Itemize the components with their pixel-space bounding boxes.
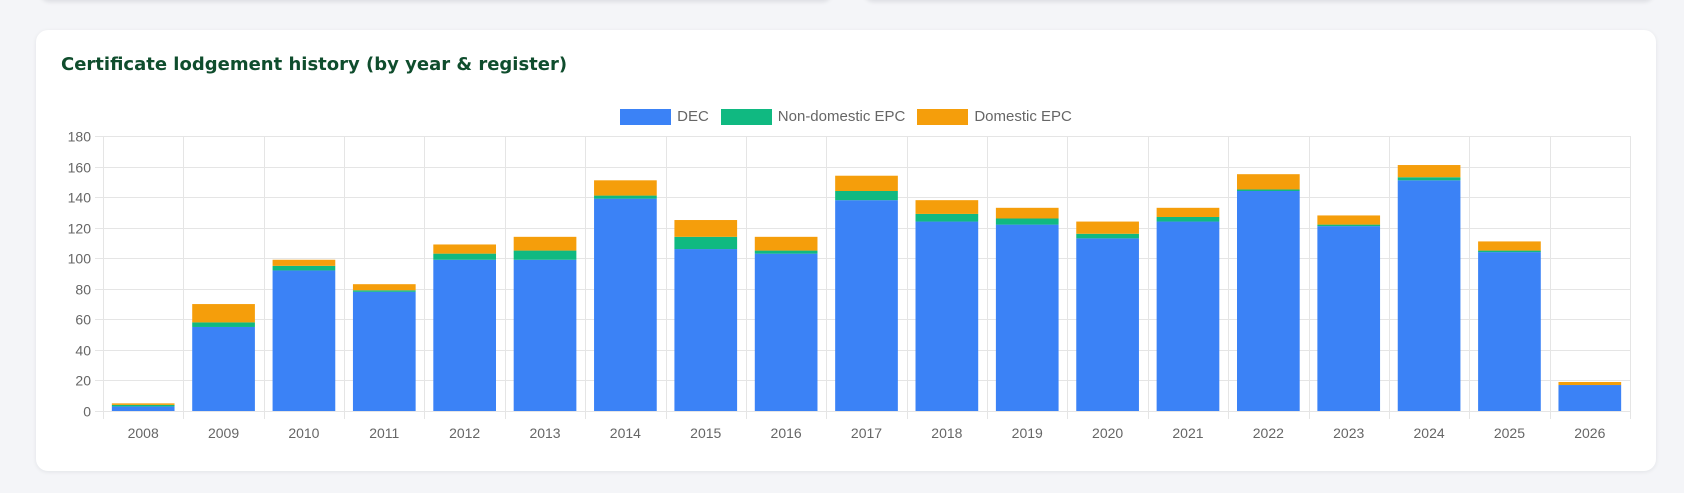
y-tick-label: 60	[75, 312, 91, 328]
legend-item[interactable]: Non-domestic EPC	[720, 108, 906, 125]
x-tick-label: 2025	[1494, 425, 1525, 441]
legend-label: DEC	[677, 108, 709, 125]
legend-label: Non-domestic EPC	[777, 108, 906, 125]
y-tick-label: 100	[68, 251, 92, 267]
bar-dec	[352, 291, 416, 411]
y-tick-label: 140	[68, 190, 92, 206]
x-tick-label: 2022	[1253, 425, 1284, 441]
bar-non-domestic-epc	[272, 265, 336, 271]
bar-dec	[835, 200, 898, 411]
bar-non-domestic-epc	[915, 213, 979, 222]
bar-dec	[1317, 226, 1381, 411]
x-tick-label: 2016	[771, 425, 802, 441]
bar-non-domestic-epc	[754, 250, 818, 254]
bar-non-domestic-epc	[1397, 177, 1461, 181]
x-tick-label: 2019	[1012, 425, 1043, 441]
x-tick-label: 2018	[931, 425, 962, 441]
legend-swatch	[917, 108, 969, 125]
card-title: Certificate lodgement history (by year &…	[61, 54, 568, 75]
bar-non-domestic-epc	[674, 236, 738, 250]
bar-domestic-epc	[192, 304, 255, 323]
x-tick-label: 2012	[449, 425, 480, 441]
legend-swatch	[620, 108, 672, 125]
x-tick-label: 2014	[610, 425, 641, 441]
bar-dec	[1397, 180, 1461, 411]
x-tick-label: 2017	[851, 425, 882, 441]
bar-non-domestic-epc	[594, 195, 657, 199]
x-tick-label: 2021	[1172, 425, 1203, 441]
bar-domestic-epc	[433, 244, 496, 254]
bar-dec	[272, 270, 336, 411]
bar-non-domestic-epc	[192, 322, 255, 327]
bar-non-domestic-epc	[1317, 224, 1381, 227]
x-tick-label: 2013	[529, 425, 560, 441]
bar-dec	[1237, 191, 1300, 411]
bar-dec	[594, 198, 657, 411]
y-tick-label: 20	[75, 373, 91, 389]
y-tick-label: 180	[68, 129, 92, 145]
bar-domestic-epc	[272, 259, 336, 266]
bar-non-domestic-epc	[1237, 189, 1300, 191]
bar-domestic-epc	[754, 236, 818, 251]
legend-item[interactable]: Domestic EPC	[917, 108, 1072, 125]
bar-dec	[1156, 221, 1220, 411]
bar-domestic-epc	[1317, 215, 1381, 225]
y-tick-label: 0	[83, 404, 91, 420]
bar-domestic-epc	[915, 200, 979, 214]
x-tick-label: 2008	[128, 425, 159, 441]
bar-domestic-epc	[1478, 241, 1541, 251]
bar-domestic-epc	[1558, 381, 1622, 386]
bar-domestic-epc	[513, 236, 577, 251]
bar-domestic-epc	[1397, 165, 1461, 178]
bar-dec	[111, 406, 175, 411]
bar-dec	[674, 249, 738, 411]
bar-dec	[1076, 238, 1139, 411]
bar-domestic-epc	[1156, 207, 1220, 217]
bar-domestic-epc	[1237, 174, 1300, 190]
bar-dec	[433, 259, 496, 411]
bar-non-domestic-epc	[995, 218, 1059, 225]
bar-dec	[754, 253, 818, 411]
bar-dec	[1558, 385, 1622, 411]
bar-non-domestic-epc	[433, 253, 496, 260]
y-tick-label: 160	[68, 160, 92, 176]
x-tick-label: 2011	[369, 425, 399, 441]
bar-dec	[995, 224, 1059, 411]
bar-domestic-epc	[111, 403, 175, 405]
bar-non-domestic-epc	[111, 404, 175, 407]
legend-label: Domestic EPC	[974, 108, 1072, 125]
bar-dec	[513, 259, 577, 411]
bar-dec	[915, 221, 979, 411]
bar-domestic-epc	[1076, 221, 1139, 234]
bar-non-domestic-epc	[1478, 250, 1541, 253]
x-tick-label: 2009	[208, 425, 239, 441]
x-tick-label: 2015	[690, 425, 721, 441]
x-tick-label: 2024	[1414, 425, 1445, 441]
bar-domestic-epc	[674, 220, 738, 237]
bar-dec	[192, 326, 255, 411]
bar-domestic-epc	[835, 175, 898, 191]
y-tick-label: 40	[75, 343, 91, 359]
y-tick-label: 80	[75, 282, 91, 298]
bar-dec	[1478, 252, 1541, 411]
bar-non-domestic-epc	[1076, 233, 1139, 239]
bar-non-domestic-epc	[513, 250, 577, 260]
bar-non-domestic-epc	[835, 191, 898, 201]
y-tick-label: 120	[68, 221, 92, 237]
legend-item[interactable]: DEC	[620, 108, 709, 125]
chart-legend: DEC Non-domestic EPC Domestic EPC	[36, 108, 1656, 125]
bar-domestic-epc	[995, 207, 1059, 219]
bar-non-domestic-epc	[1156, 216, 1220, 222]
legend-swatch	[720, 108, 772, 125]
x-tick-label: 2020	[1092, 425, 1123, 441]
x-tick-label: 2026	[1574, 425, 1605, 441]
x-tick-label: 2010	[288, 425, 319, 441]
bar-domestic-epc	[594, 180, 657, 196]
bar-domestic-epc	[352, 284, 416, 291]
x-tick-label: 2023	[1333, 425, 1364, 441]
bar-non-domestic-epc	[352, 290, 416, 292]
